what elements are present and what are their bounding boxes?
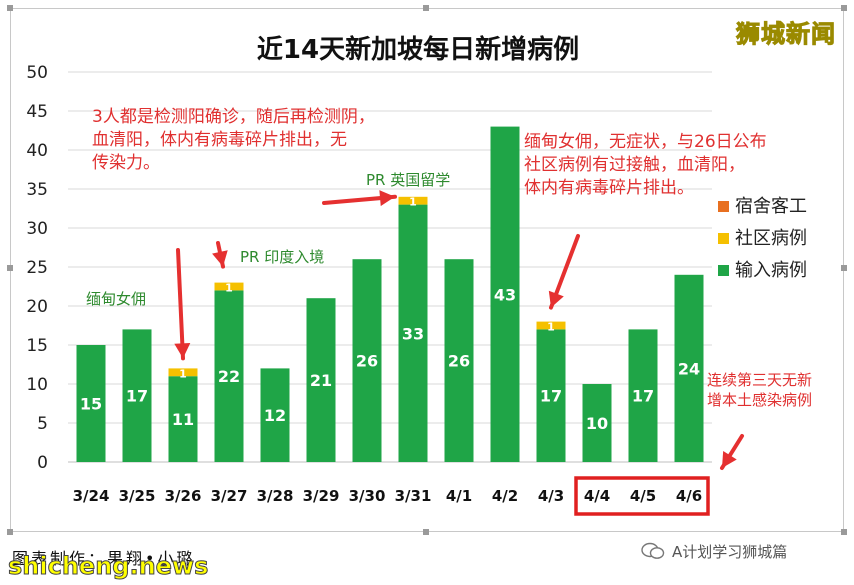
- resize-handle[interactable]: [841, 529, 847, 535]
- bar-segment: [306, 298, 336, 462]
- annotation-recent: 连续第三天无新 增本土感染病例: [707, 371, 813, 410]
- annotation-arrow: [176, 248, 185, 361]
- bar-segment: [214, 290, 244, 462]
- annotation-arrow-head: [548, 290, 564, 308]
- bar-segment: [352, 259, 382, 462]
- annotation-3-31: PR 英国留学: [366, 171, 451, 189]
- chart-credit: 图表制作：果翔•小璐: [12, 549, 196, 568]
- y-tick-label: 25: [26, 258, 48, 278]
- data-label: 17: [632, 387, 654, 406]
- y-tick-label: 45: [26, 102, 48, 122]
- x-tick-label: 4/1: [446, 487, 472, 505]
- x-tick-label: 3/29: [303, 487, 340, 505]
- legend-swatch: [718, 201, 729, 212]
- data-label: 17: [126, 387, 148, 406]
- x-tick-label: 3/31: [395, 487, 432, 505]
- bar-segment: [582, 384, 612, 462]
- x-tick-label: 4/6: [676, 487, 702, 505]
- x-tick-label: 3/25: [119, 487, 156, 505]
- bar-segment: [76, 345, 106, 462]
- bar-segment: [536, 321, 566, 330]
- data-label: 1: [547, 321, 555, 334]
- x-tick-label: 3/30: [349, 487, 386, 505]
- data-label: 15: [80, 395, 102, 414]
- legend-label: 社区病例: [735, 228, 807, 249]
- annotation-3-26: 3人都是检测阳确诊，随后再检测阴， 血清阳，体内有病毒碎片排出，无 传染力。: [92, 107, 375, 173]
- data-label: 12: [264, 406, 286, 425]
- annotation-3-24: 缅甸女佣: [86, 290, 147, 308]
- annotation-arrow-head: [212, 250, 228, 267]
- resize-handle[interactable]: [7, 529, 13, 535]
- legend-label: 输入病例: [735, 260, 807, 281]
- resize-handle[interactable]: [423, 5, 429, 11]
- data-label: 1: [225, 282, 233, 295]
- x-tick-label: 3/27: [211, 487, 248, 505]
- watermark-right: A计划学习狮城篇: [672, 543, 788, 561]
- chart-title: 近14天新加坡每日新增病例: [257, 34, 579, 65]
- data-label: 17: [540, 387, 562, 406]
- data-label: 1: [409, 196, 417, 209]
- bar-segment: [490, 126, 520, 462]
- bar-segment: [674, 274, 704, 462]
- y-tick-label: 30: [26, 219, 48, 239]
- bar-segment: [168, 368, 198, 377]
- annotation-4-3: 缅甸女佣，无症状，与26日公布 社区病例有过接触，血清阳， 体内有病毒碎片排出。: [524, 132, 767, 198]
- annotation-arrow-head: [174, 343, 191, 359]
- bar-segment: [444, 259, 474, 462]
- y-tick-label: 20: [26, 297, 48, 317]
- brand-logo-text: 狮城新闻: [736, 20, 836, 49]
- y-tick-label: 0: [37, 453, 48, 473]
- data-label: 21: [310, 371, 332, 390]
- y-tick-label: 5: [37, 414, 48, 434]
- legend-swatch: [718, 233, 729, 244]
- legend-label: 宿舍客工: [735, 196, 807, 217]
- data-label: 11: [172, 410, 194, 429]
- resize-handle[interactable]: [7, 265, 13, 271]
- stacked-bar-chart: 近14天新加坡每日新增病例 0 5 10 15 20 25 30 35 40 45 50 15 3/24 1…: [26, 34, 807, 516]
- x-tick-label: 4/2: [492, 487, 518, 505]
- x-tick-label: 4/5: [630, 487, 656, 505]
- bar-segment: [260, 368, 290, 462]
- annotation-arrow-head: [379, 190, 395, 207]
- data-label: 43: [494, 285, 516, 304]
- data-label: 10: [586, 414, 608, 433]
- bar-segment: [214, 282, 244, 291]
- bar-segment: [628, 329, 658, 462]
- y-tick-label: 50: [26, 63, 48, 83]
- x-tick-label: 3/26: [165, 487, 202, 505]
- y-tick-label: 10: [26, 375, 48, 395]
- bar-segment: [398, 196, 428, 205]
- data-label: 22: [218, 367, 240, 386]
- resize-handle[interactable]: [423, 529, 429, 535]
- resize-handle[interactable]: [841, 5, 847, 11]
- data-label: 26: [448, 352, 470, 371]
- y-tick-label: 15: [26, 336, 48, 356]
- y-tick-label: 40: [26, 141, 48, 161]
- resize-handle[interactable]: [841, 265, 847, 271]
- x-tick-label: 4/3: [538, 487, 564, 505]
- data-label: 1: [179, 367, 187, 380]
- annotation-arrow-head: [722, 451, 737, 468]
- bar-segment: [168, 376, 198, 462]
- bar-segment: [536, 329, 566, 462]
- x-tick-label: 3/28: [257, 487, 294, 505]
- watermark-left: shicheng.news: [7, 552, 209, 581]
- data-label: 26: [356, 352, 378, 371]
- annotation-3-27: PR 印度入境: [240, 248, 325, 266]
- resize-handle[interactable]: [7, 5, 13, 11]
- y-tick-label: 35: [26, 180, 48, 200]
- data-label: 33: [402, 324, 424, 343]
- legend-swatch: [718, 265, 729, 276]
- wechat-icon: [641, 542, 665, 559]
- highlight-box: [574, 476, 710, 516]
- bar-segment: [398, 204, 428, 462]
- data-label: 24: [678, 359, 700, 378]
- x-tick-label: 4/4: [584, 487, 610, 505]
- x-tick-label: 3/24: [73, 487, 110, 505]
- bar-segment: [122, 329, 152, 462]
